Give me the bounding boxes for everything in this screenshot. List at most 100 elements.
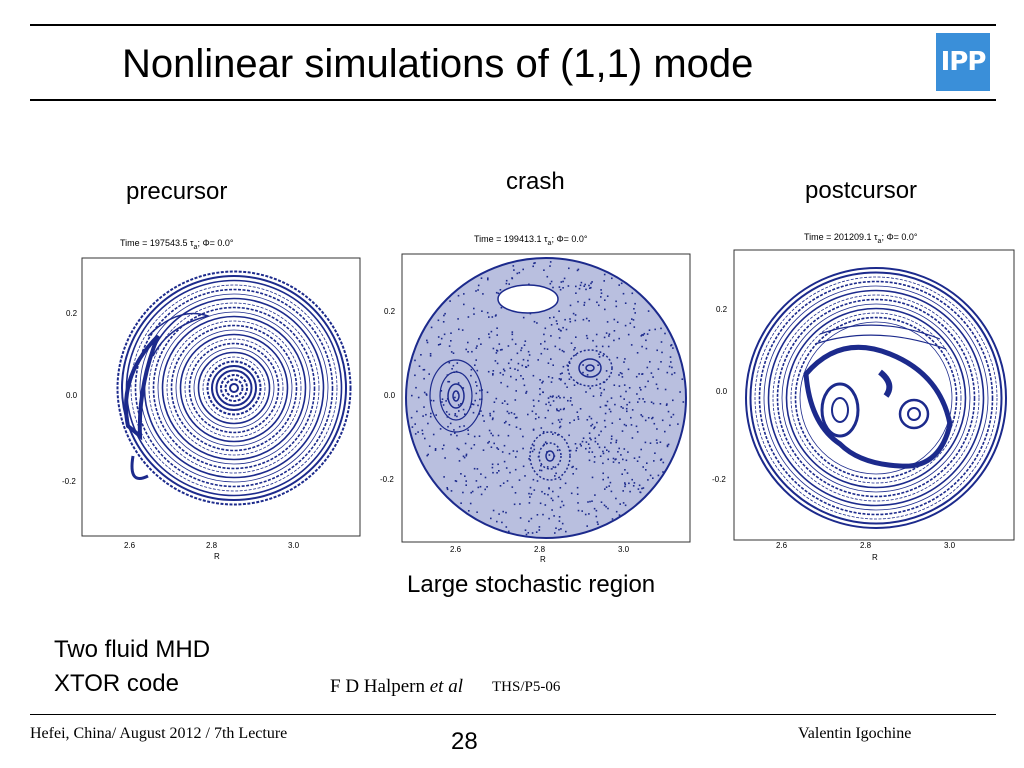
stochastic-point [522, 358, 525, 361]
stochastic-point [653, 460, 655, 462]
flux-surface-ring [785, 307, 967, 489]
flux-surface-ring [152, 306, 316, 470]
axes-frame [733, 249, 1015, 541]
stochastic-point [473, 307, 475, 310]
stochastic-point [669, 356, 672, 358]
stochastic-point [600, 394, 602, 397]
stochastic-point [584, 283, 586, 286]
stochastic-point [557, 419, 560, 421]
stochastic-point [564, 482, 567, 485]
stochastic-point [503, 460, 506, 463]
stochastic-point [555, 527, 557, 529]
flux-surface-ring [763, 285, 989, 511]
flux-surface-ring [130, 284, 338, 492]
stochastic-point [630, 344, 633, 346]
stochastic-point [649, 361, 651, 363]
stochastic-point [554, 475, 556, 477]
stochastic-point [618, 462, 620, 464]
stochastic-point [622, 458, 624, 461]
stochastic-point [528, 458, 530, 460]
stochastic-point [577, 416, 579, 418]
stochastic-point [577, 268, 580, 271]
stochastic-point [577, 502, 579, 504]
stochastic-point [518, 271, 521, 274]
stochastic-point [475, 392, 478, 395]
stochastic-point [564, 318, 566, 321]
flux-surface-ring [202, 356, 266, 420]
stochastic-point [572, 465, 574, 468]
stochastic-point [582, 371, 584, 374]
stochastic-point [600, 296, 602, 298]
stochastic-point [626, 472, 629, 474]
stochastic-point [501, 402, 504, 404]
stochastic-point [540, 343, 542, 345]
stochastic-point [522, 378, 524, 380]
flux-surface-ring [116, 270, 352, 506]
stochastic-point [582, 437, 585, 439]
stochastic-point [532, 428, 535, 431]
stochastic-point [641, 373, 643, 375]
stochastic-point [492, 347, 495, 350]
stochastic-point [682, 401, 685, 403]
stochastic-point [533, 320, 536, 323]
stochastic-point [609, 410, 612, 413]
stochastic-point [465, 348, 467, 351]
stochastic-point [531, 450, 534, 453]
stochastic-point [475, 347, 478, 349]
stochastic-point [447, 380, 449, 383]
axes-frame [81, 257, 361, 537]
stochastic-point [619, 503, 621, 505]
stochastic-point [522, 268, 524, 271]
stochastic-point [667, 410, 670, 413]
stochastic-point [620, 282, 623, 285]
stochastic-point [514, 343, 517, 345]
y-tick-label: 0.2 [716, 305, 728, 314]
stochastic-point [425, 393, 428, 395]
stochastic-point [554, 345, 557, 348]
stochastic-point [476, 369, 479, 372]
stochastic-point [577, 382, 579, 385]
stochastic-point [528, 492, 530, 495]
stochastic-point [650, 372, 653, 374]
stochastic-point [566, 364, 569, 367]
stochastic-point [607, 458, 609, 461]
stochastic-point [670, 361, 672, 363]
stochastic-point [527, 364, 530, 367]
stochastic-point [457, 318, 459, 320]
stochastic-point [539, 502, 542, 505]
stochastic-point [598, 434, 600, 436]
stochastic-point [558, 378, 561, 380]
stochastic-point [456, 362, 459, 364]
stochastic-point [556, 409, 558, 412]
stochastic-point [429, 353, 432, 355]
stochastic-point [515, 426, 518, 428]
stochastic-point [586, 337, 589, 340]
stochastic-point [559, 373, 562, 375]
stochastic-point [575, 449, 577, 452]
stochastic-point [608, 485, 610, 487]
stochastic-point [548, 517, 550, 520]
stochastic-point [510, 411, 513, 414]
stochastic-point [476, 345, 478, 347]
stochastic-point [450, 332, 452, 334]
stochastic-point [640, 448, 642, 451]
stochastic-point [624, 504, 627, 507]
stochastic-point [585, 441, 588, 443]
stochastic-point [555, 320, 558, 322]
stochastic-point [540, 352, 543, 355]
stochastic-point [577, 300, 579, 303]
flux-surface-ring [758, 280, 994, 516]
stochastic-point [638, 456, 641, 458]
stochastic-point [506, 403, 509, 405]
stochastic-point [656, 349, 658, 352]
stochastic-point [620, 406, 623, 408]
stochastic-point [501, 348, 503, 351]
stochastic-point [501, 521, 503, 524]
y-tick-label: -0.2 [62, 477, 76, 486]
flux-surface-ring [179, 333, 289, 443]
stochastic-point [429, 355, 432, 357]
stochastic-point [542, 513, 544, 516]
stochastic-point [491, 316, 494, 318]
stochastic-point [661, 419, 664, 422]
stochastic-point [525, 366, 528, 368]
